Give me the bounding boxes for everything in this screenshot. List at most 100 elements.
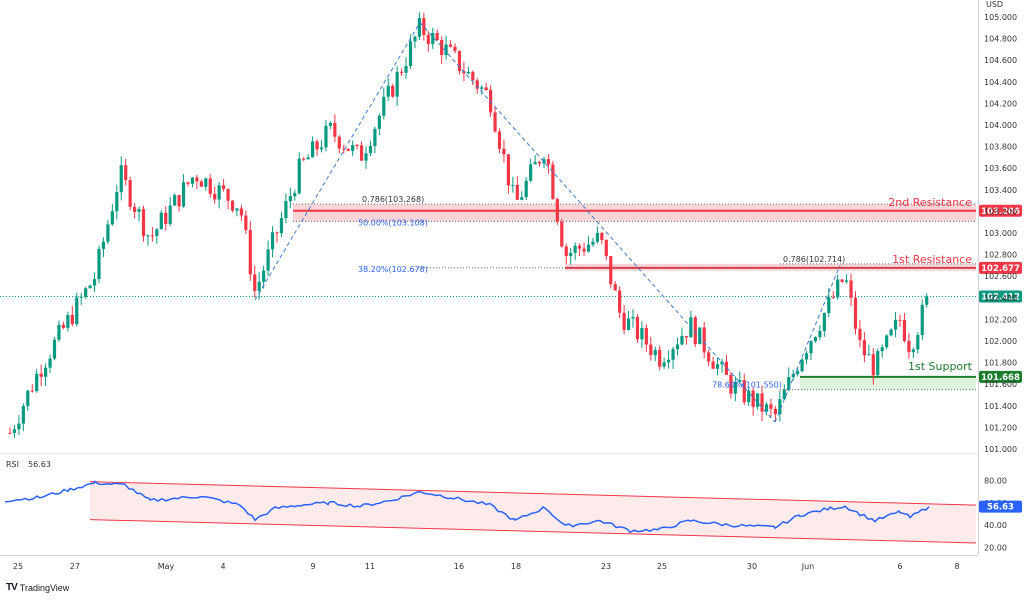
candle [907, 333, 911, 359]
support-zone-1 [800, 376, 976, 390]
price-tick-label: 102.800 [984, 251, 1017, 260]
candle [609, 256, 613, 289]
candle [582, 242, 586, 256]
candle [355, 144, 359, 150]
candle [337, 135, 341, 154]
candle [902, 312, 907, 343]
rsi-line [4, 480, 930, 534]
candle [133, 203, 137, 219]
candle [537, 160, 542, 167]
candle [626, 311, 631, 331]
candle [235, 208, 239, 217]
candle [48, 354, 52, 374]
candle [489, 85, 493, 117]
candle [613, 281, 617, 291]
candle [720, 358, 724, 373]
candle [867, 344, 871, 356]
candle [578, 243, 582, 257]
fib-level-label: 0.786(103.268) [362, 195, 424, 204]
level-label: 1st Support [908, 360, 973, 373]
tradingview-brand[interactable]: TV TradingView [6, 582, 69, 593]
candle [711, 356, 715, 370]
candle [529, 158, 533, 183]
candle [862, 331, 866, 363]
candle [164, 205, 168, 231]
candle [106, 220, 110, 245]
candle [631, 309, 635, 328]
time-tick-label: 25 [657, 562, 667, 571]
candle [698, 327, 702, 345]
candle [333, 114, 337, 143]
candle [662, 357, 666, 369]
candle [729, 371, 733, 399]
fib-level-label: 78.60%(101.550) [712, 381, 782, 390]
candle [119, 156, 123, 201]
time-tick-label: 18 [511, 562, 521, 571]
tradingview-logo-icon: TV [6, 582, 18, 593]
candle [386, 77, 390, 101]
candle [404, 57, 408, 79]
candle [190, 176, 195, 188]
candle [756, 393, 760, 410]
candle [311, 136, 315, 158]
candle [159, 210, 163, 230]
candle [39, 364, 43, 387]
candle [400, 68, 404, 76]
candle [146, 234, 150, 246]
candle [502, 139, 506, 163]
candle [213, 186, 217, 204]
candle [110, 204, 114, 226]
candle [618, 286, 622, 319]
candle [88, 284, 92, 289]
candle [181, 174, 186, 208]
candle [101, 237, 106, 258]
candle [431, 27, 435, 50]
candle [836, 274, 840, 300]
price-tag: 101.668 [979, 370, 1022, 383]
fib-level-label: 50.00%(103.108) [358, 218, 428, 227]
candle [35, 368, 39, 393]
candle [551, 161, 555, 200]
candle [658, 345, 662, 371]
candle [796, 367, 800, 377]
candle [391, 83, 395, 98]
candle [707, 349, 711, 367]
candle [186, 181, 190, 187]
candle [747, 387, 751, 406]
candle [493, 106, 497, 133]
level-label: 1st Resistance [892, 253, 972, 266]
candle [649, 336, 653, 361]
candle [239, 204, 243, 221]
time-tick-label: 4 [220, 562, 225, 571]
candle [417, 12, 421, 40]
fib-trend-line [254, 22, 421, 301]
price-tag: 103.206 [979, 204, 1022, 217]
candle [279, 211, 284, 237]
price-tag: 102.677 [979, 261, 1022, 274]
candle [346, 148, 350, 152]
price-tick-label: 103.000 [984, 229, 1017, 238]
candle [128, 176, 132, 211]
candle [84, 286, 88, 299]
price-tick-label: 101.600 [984, 380, 1017, 389]
candle [845, 274, 849, 284]
candle [871, 348, 875, 385]
rsi-value-tag: 56.63 [979, 500, 1022, 513]
candle [889, 328, 893, 337]
svg-text:56.63: 56.63 [987, 503, 1014, 513]
candle [44, 363, 48, 387]
candle [61, 321, 65, 330]
candle [444, 35, 448, 60]
candle [92, 272, 97, 292]
candle [115, 184, 119, 220]
candle [275, 231, 279, 243]
candle [542, 156, 546, 169]
candle [79, 292, 83, 305]
rsi-tick-label: 40.00 [984, 521, 1007, 530]
candle [822, 312, 826, 337]
price-tick-label: 102.200 [984, 315, 1017, 324]
time-tick-label: 30 [747, 562, 757, 571]
candle [30, 384, 34, 393]
price-tick-label: 102.000 [984, 337, 1017, 346]
